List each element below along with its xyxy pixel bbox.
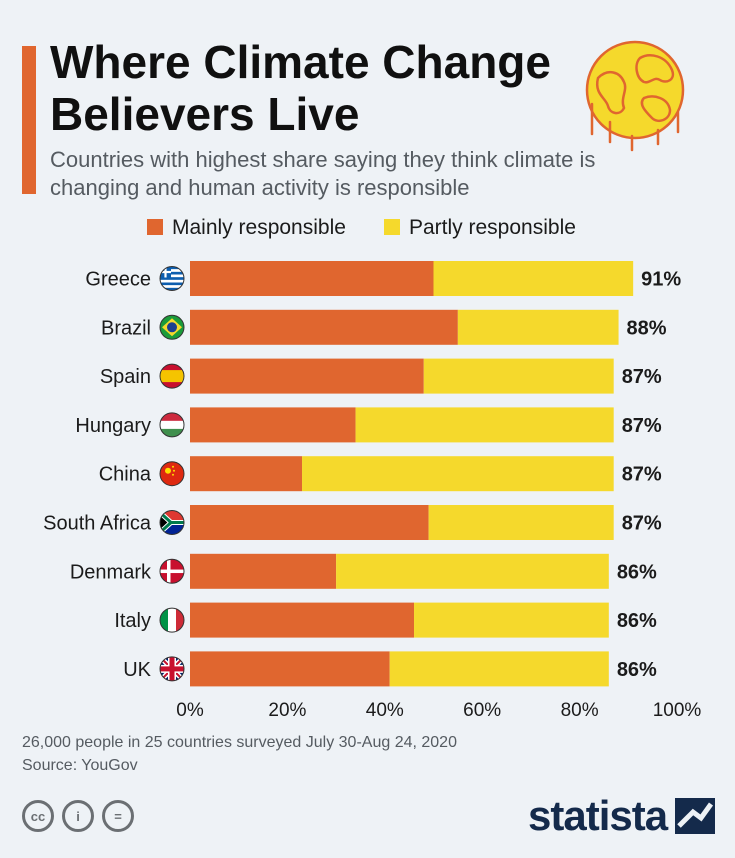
x-tick-label: 40%	[366, 700, 404, 721]
bar-mainly	[190, 261, 434, 296]
uk-flag-icon	[159, 656, 185, 682]
bar-mainly	[190, 309, 458, 345]
category-label: Greece	[85, 269, 151, 291]
category-label: Italy	[114, 610, 151, 632]
brand-name: statista	[528, 792, 668, 839]
x-tick-label: 0%	[176, 700, 204, 721]
china-flag-icon	[159, 461, 185, 487]
bar-partly	[457, 309, 619, 345]
total-label: 87%	[622, 464, 662, 486]
bar-partly	[302, 456, 614, 492]
brazil-flag-icon	[159, 314, 185, 340]
bar-mainly	[190, 358, 424, 394]
no-derivatives-icon[interactable]: =	[102, 800, 134, 832]
bar-partly	[336, 553, 609, 589]
bar-mainly	[190, 602, 415, 638]
bar-partly	[423, 358, 614, 394]
page-subtitle: Countries with highest share saying they…	[50, 147, 596, 200]
page-title: Where Climate Change Believers Live	[50, 36, 551, 140]
attribution-icon[interactable]: i	[62, 800, 94, 832]
bar-mainly	[190, 407, 356, 443]
italy-flag-icon	[159, 607, 185, 633]
category-label: China	[99, 464, 152, 486]
source-note: Source: YouGov	[22, 757, 138, 774]
accent-bar	[22, 46, 36, 194]
category-label: UK	[123, 659, 151, 681]
bar-partly	[355, 407, 614, 443]
statista-mark-icon	[675, 798, 716, 834]
x-tick-label: 60%	[463, 700, 501, 721]
total-label: 87%	[622, 513, 662, 535]
hungary-flag-icon	[159, 412, 185, 438]
total-label: 87%	[622, 415, 662, 437]
bar-partly	[428, 505, 614, 540]
denmark-flag-icon	[159, 558, 185, 584]
bar-mainly	[190, 651, 390, 687]
legend-label-0: Mainly responsible	[172, 216, 346, 239]
melting-globe-icon	[585, 40, 685, 152]
x-tick-label: 20%	[268, 700, 306, 721]
stacked-bar-chart: Mainly responsible Partly responsible Gree…	[43, 216, 702, 721]
category-label: Hungary	[75, 415, 151, 437]
license-icons: cc i =	[22, 800, 134, 832]
bar-mainly	[190, 456, 303, 492]
spain-flag-icon	[159, 363, 185, 389]
bar-partly	[414, 602, 609, 638]
bar-mainly	[190, 553, 337, 589]
survey-note: 26,000 people in 25 countries surveyed J…	[22, 734, 457, 751]
total-label: 86%	[617, 659, 657, 681]
category-label: Brazil	[101, 317, 151, 339]
x-tick-label: 80%	[561, 700, 599, 721]
creative-commons-icon[interactable]: cc	[22, 800, 54, 832]
legend-swatch-1	[384, 219, 400, 235]
footer-note: 26,000 people in 25 countries surveyed J…	[22, 731, 457, 777]
category-label: Spain	[100, 366, 151, 388]
greece-flag-icon	[159, 266, 185, 291]
bar-mainly	[190, 505, 429, 540]
total-label: 88%	[627, 317, 667, 339]
total-label: 86%	[617, 610, 657, 632]
x-tick-label: 100%	[653, 700, 702, 721]
statista-logo[interactable]: statista	[528, 792, 716, 840]
bar-partly	[389, 651, 609, 687]
south-africa-flag-icon	[159, 510, 185, 535]
legend-swatch-0	[147, 219, 163, 235]
bar-partly	[433, 261, 634, 296]
category-label: Denmark	[70, 561, 152, 583]
category-label: South Africa	[43, 513, 152, 535]
legend-label-1: Partly responsible	[409, 216, 576, 239]
total-label: 91%	[641, 269, 681, 291]
total-label: 87%	[622, 366, 662, 388]
total-label: 86%	[617, 561, 657, 583]
